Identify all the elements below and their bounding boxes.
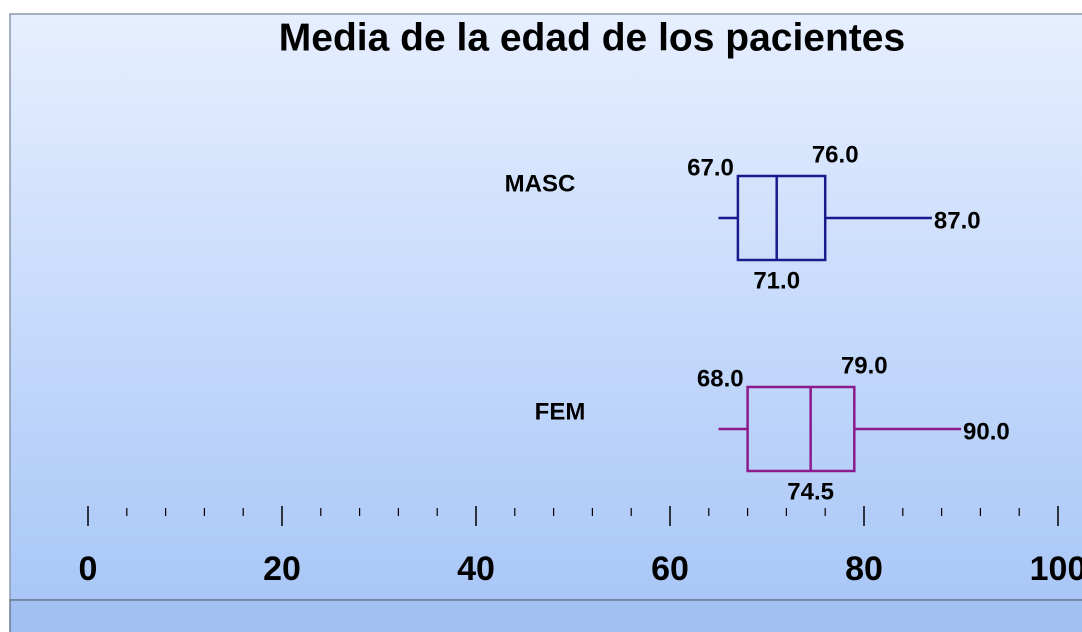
x-tick-label: 40	[457, 550, 495, 588]
chart-title: Media de la edad de los pacientes	[279, 16, 905, 59]
x-tick-label: 0	[79, 550, 98, 588]
q3-label: 76.0	[812, 141, 859, 168]
plot-background	[9, 13, 1082, 601]
x-tick-label: 20	[263, 550, 301, 588]
q3-label: 79.0	[841, 352, 888, 379]
max-label: 87.0	[934, 207, 981, 234]
q1-label: 67.0	[687, 154, 734, 181]
x-tick-label: 80	[845, 550, 883, 588]
box	[736, 174, 827, 262]
max-label: 90.0	[963, 418, 1010, 445]
median-label: 74.5	[787, 478, 834, 505]
q1-label: 68.0	[697, 365, 744, 392]
median-label: 71.0	[753, 267, 800, 294]
footer-band	[9, 599, 1082, 632]
category-label: FEM	[535, 398, 586, 425]
category-label: MASC	[505, 170, 576, 197]
box	[746, 385, 856, 473]
x-tick-label: 100	[1030, 550, 1082, 588]
x-tick-label: 60	[651, 550, 689, 588]
